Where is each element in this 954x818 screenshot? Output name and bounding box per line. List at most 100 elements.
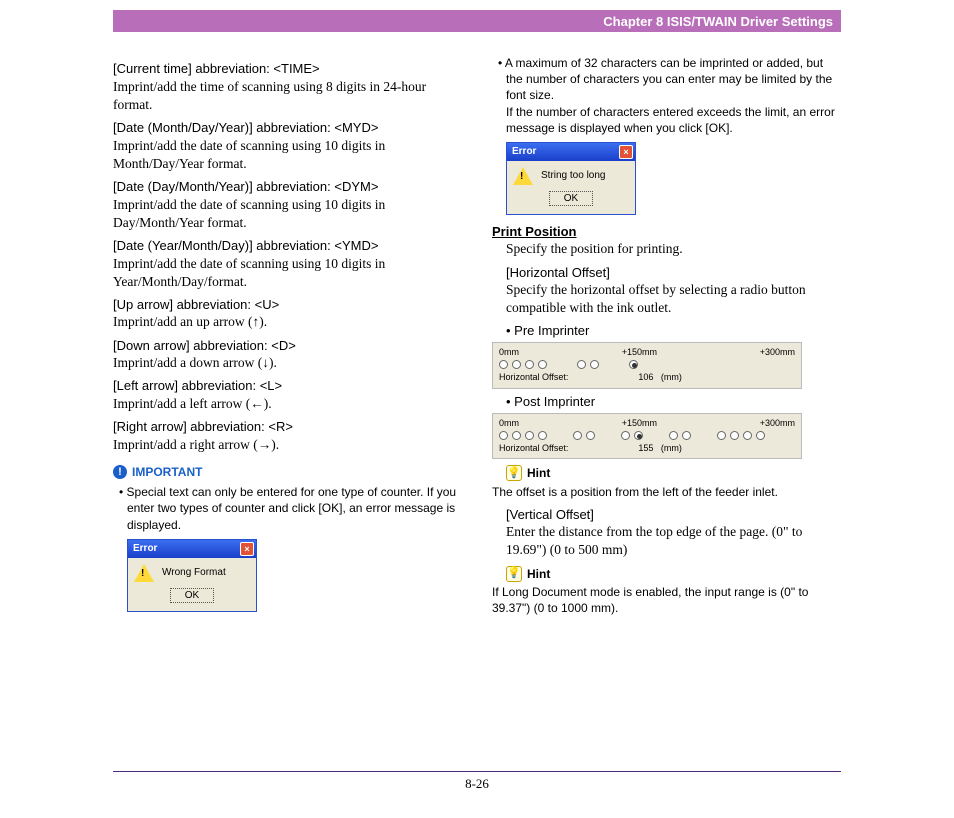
important-icon: !	[113, 465, 127, 479]
abbrev-label: [Up arrow] abbreviation: <U>	[113, 296, 462, 314]
abbrev-desc: Imprint/add the date of scanning using 1…	[113, 255, 462, 291]
post-offset-row: Horizontal Offset: 155 (mm)	[499, 442, 795, 454]
scale-tick: +300mm	[760, 417, 795, 429]
abbrev-label: [Date (Year/Month/Day)] abbreviation: <Y…	[113, 237, 462, 255]
error-body: Wrong Format	[128, 558, 256, 584]
error-dialog-wrong-format: Error × Wrong Format OK	[127, 539, 257, 612]
hint-callout: 💡 Hint	[492, 465, 841, 481]
error-titlebar: Error ×	[507, 143, 635, 161]
max-chars-note: • A maximum of 32 characters can be impr…	[492, 55, 841, 136]
scale-tick: +150mm	[622, 417, 657, 429]
radio-option[interactable]	[730, 431, 739, 440]
abbrev-label: [Down arrow] abbreviation: <D>	[113, 337, 462, 355]
max-chars-note-b: If the number of characters entered exce…	[506, 105, 835, 135]
important-label: IMPORTANT	[132, 464, 202, 480]
abbrev-desc: Imprint/add a left arrow (←).	[113, 395, 462, 413]
pre-imprinter-label: • Pre Imprinter	[492, 322, 841, 340]
hint-label: Hint	[527, 566, 550, 582]
close-icon[interactable]: ×	[619, 145, 633, 159]
radio-option[interactable]	[512, 360, 521, 369]
error-title: Error	[133, 542, 157, 556]
hint-callout: 💡 Hint	[492, 566, 841, 582]
right-column: • A maximum of 32 characters can be impr…	[492, 55, 841, 748]
ok-button[interactable]: OK	[549, 191, 593, 206]
pre-imprinter-panel: 0mm +150mm +300mm Horizontal Offset: 106…	[492, 342, 802, 388]
scale-tick: +150mm	[622, 346, 657, 358]
offset-value: 155	[638, 443, 653, 453]
abbrev-desc: Imprint/add the time of scanning using 8…	[113, 78, 462, 114]
print-position-heading: Print Position	[492, 223, 841, 241]
abbrev-label: [Current time] abbreviation: <TIME>	[113, 60, 462, 78]
page-number: 8-26	[0, 776, 954, 792]
error-dialog-string-long: Error × String too long OK	[506, 142, 636, 215]
radio-option-selected[interactable]	[629, 360, 638, 369]
warning-icon	[134, 564, 154, 582]
abbrev-label: [Right arrow] abbreviation: <R>	[113, 418, 462, 436]
abbrev-desc: Imprint/add an up arrow (↑).	[113, 313, 462, 331]
offset-label: Horizontal Offset:	[499, 442, 568, 454]
radio-option[interactable]	[525, 360, 534, 369]
error-message: String too long	[541, 169, 606, 183]
offset-unit: (mm)	[661, 443, 682, 453]
radio-option[interactable]	[717, 431, 726, 440]
scale-tick: 0mm	[499, 417, 519, 429]
close-icon[interactable]: ×	[240, 542, 254, 556]
radio-option[interactable]	[538, 431, 547, 440]
radio-option[interactable]	[621, 431, 630, 440]
abbrev-desc: Imprint/add the date of scanning using 1…	[113, 137, 462, 173]
radio-option[interactable]	[682, 431, 691, 440]
offset-label: Horizontal Offset:	[499, 371, 568, 383]
important-note: • Special text can only be entered for o…	[113, 484, 462, 533]
pre-radio-row	[499, 360, 795, 369]
radio-option[interactable]	[573, 431, 582, 440]
chapter-header: Chapter 8 ISIS/TWAIN Driver Settings	[113, 10, 841, 32]
post-radio-row	[499, 431, 795, 440]
left-column: [Current time] abbreviation: <TIME> Impr…	[113, 55, 462, 748]
abbrev-label: [Date (Month/Day/Year)] abbreviation: <M…	[113, 119, 462, 137]
post-imprinter-panel: 0mm +150mm +300mm Horizontal Offset: 155…	[492, 413, 802, 459]
offset-unit: (mm)	[661, 372, 682, 382]
warning-icon	[513, 167, 533, 185]
hint-label: Hint	[527, 465, 550, 481]
horizontal-offset-label: [Horizontal Offset]	[492, 264, 841, 282]
error-button-row: OK	[507, 187, 635, 214]
radio-option-selected[interactable]	[634, 431, 643, 440]
error-title: Error	[512, 145, 536, 159]
page-content: [Current time] abbreviation: <TIME> Impr…	[113, 55, 841, 748]
error-button-row: OK	[128, 584, 256, 611]
abbrev-desc: Imprint/add a right arrow (→).	[113, 436, 462, 454]
abbrev-label: [Date (Day/Month/Year)] abbreviation: <D…	[113, 178, 462, 196]
hint-text: If Long Document mode is enabled, the in…	[492, 584, 841, 616]
offset-value: 106	[638, 372, 653, 382]
radio-option[interactable]	[743, 431, 752, 440]
scale-tick: +300mm	[760, 346, 795, 358]
abbrev-label: [Left arrow] abbreviation: <L>	[113, 377, 462, 395]
hint-icon: 💡	[506, 566, 522, 582]
important-note-text: Special text can only be entered for one…	[127, 485, 457, 531]
scale-tick: 0mm	[499, 346, 519, 358]
abbrev-desc: Imprint/add the date of scanning using 1…	[113, 196, 462, 232]
print-position-desc: Specify the position for printing.	[492, 240, 841, 258]
radio-option[interactable]	[512, 431, 521, 440]
radio-option[interactable]	[756, 431, 765, 440]
post-scale: 0mm +150mm +300mm	[499, 417, 795, 429]
footer-divider	[113, 771, 841, 772]
pre-offset-row: Horizontal Offset: 106 (mm)	[499, 371, 795, 383]
radio-option[interactable]	[499, 431, 508, 440]
pre-scale: 0mm +150mm +300mm	[499, 346, 795, 358]
radio-option[interactable]	[499, 360, 508, 369]
ok-button[interactable]: OK	[170, 588, 214, 603]
radio-option[interactable]	[586, 431, 595, 440]
post-imprinter-label: • Post Imprinter	[492, 393, 841, 411]
max-chars-note-a: A maximum of 32 characters can be imprin…	[505, 56, 832, 102]
error-message: Wrong Format	[162, 566, 226, 580]
radio-option[interactable]	[538, 360, 547, 369]
radio-option[interactable]	[669, 431, 678, 440]
radio-option[interactable]	[525, 431, 534, 440]
error-titlebar: Error ×	[128, 540, 256, 558]
radio-option[interactable]	[577, 360, 586, 369]
abbrev-desc: Imprint/add a down arrow (↓).	[113, 354, 462, 372]
radio-option[interactable]	[590, 360, 599, 369]
horizontal-offset-desc: Specify the horizontal offset by selecti…	[492, 281, 841, 317]
hint-icon: 💡	[506, 465, 522, 481]
